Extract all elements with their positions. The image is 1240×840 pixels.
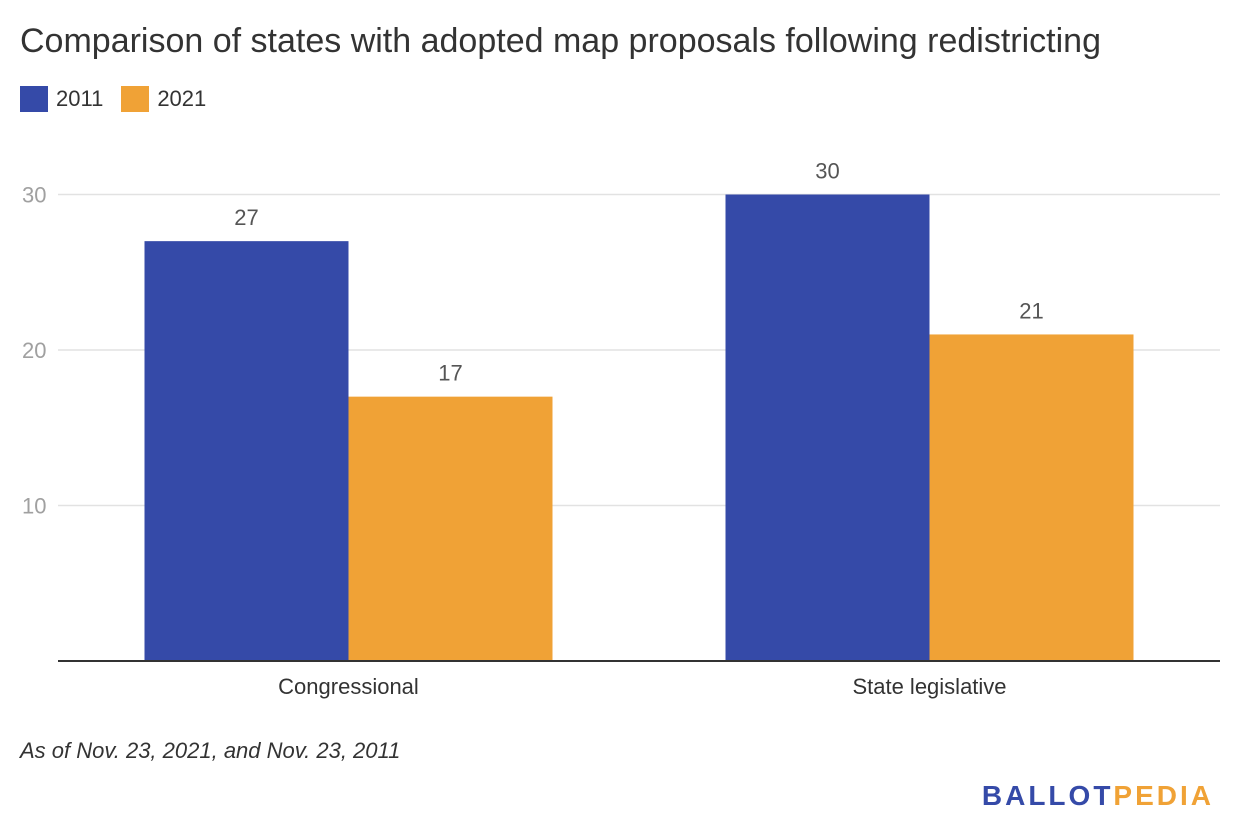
bar-2011-0	[144, 241, 349, 661]
bar-2021-0	[348, 396, 553, 661]
legend-item-2011: 2011	[20, 86, 103, 112]
bar-2021-1	[929, 334, 1134, 661]
x-tick-label-1: State legislative	[852, 674, 1006, 699]
data-label-2011-0: 27	[234, 205, 258, 230]
y-tick-label-30: 30	[22, 183, 46, 208]
chart-title: Comparison of states with adopted map pr…	[20, 22, 1101, 60]
footnote: As of Nov. 23, 2021, and Nov. 23, 2011	[20, 738, 401, 763]
bar-2011-1	[725, 194, 930, 661]
legend: 2011 2021	[20, 86, 206, 112]
ballotpedia-logo: BALLOTPEDIA	[982, 780, 1214, 812]
logo-part-ballot: BALLOT	[981, 780, 1114, 811]
data-label-2021-0: 17	[438, 361, 462, 386]
legend-swatch-2011	[20, 86, 48, 112]
legend-swatch-2021	[121, 86, 150, 112]
x-tick-label-0: Congressional	[278, 674, 419, 699]
y-tick-label-20: 20	[22, 338, 46, 363]
data-label-2011-1: 30	[815, 159, 839, 184]
logo-part-pedia: PEDIA	[1113, 780, 1214, 811]
data-label-2021-1: 21	[1019, 298, 1043, 323]
y-tick-label-10: 10	[22, 494, 46, 519]
legend-label-2021: 2021	[157, 86, 207, 111]
legend-label-2011: 2011	[56, 86, 104, 111]
legend-item-2021: 2021	[121, 86, 206, 112]
